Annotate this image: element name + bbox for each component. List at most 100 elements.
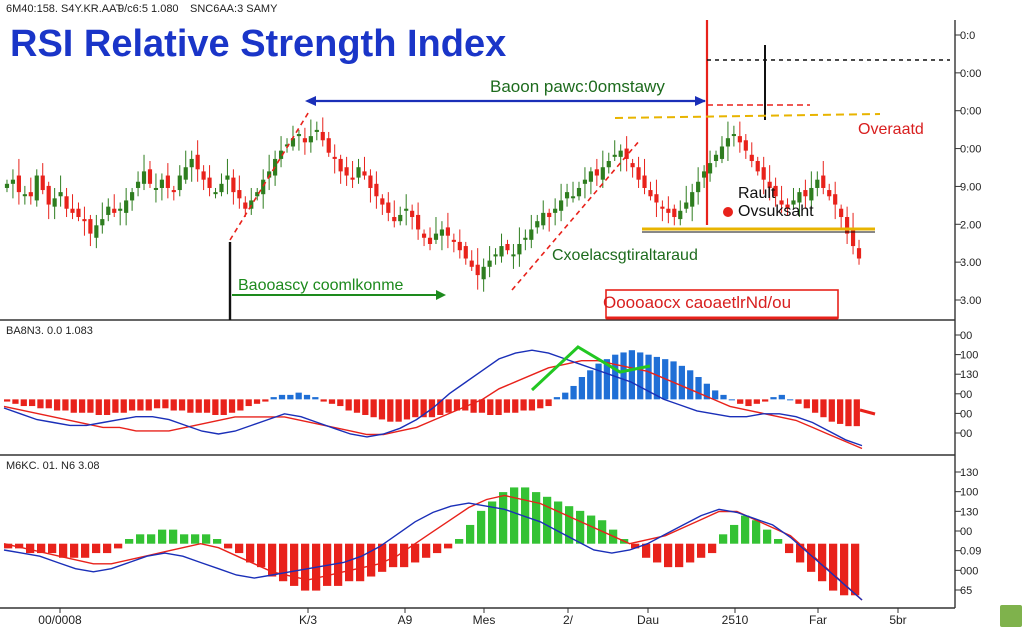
candle-body: [737, 136, 742, 143]
candle-body: [64, 196, 69, 209]
histogram-bar: [545, 399, 552, 407]
candle-body: [296, 134, 302, 137]
candle-body: [28, 192, 33, 197]
histogram-bar: [820, 399, 827, 418]
histogram-bar: [578, 377, 586, 400]
trend-dashed-left: [229, 109, 311, 241]
panel2-end-mark: [859, 408, 876, 416]
histogram-bar: [528, 399, 536, 411]
candle-body: [529, 229, 534, 240]
candle-body: [130, 192, 135, 201]
histogram-bar: [213, 539, 222, 544]
candle-body: [135, 181, 141, 188]
histogram-bar: [87, 399, 94, 413]
candle-body: [46, 185, 51, 205]
histogram-bar: [774, 539, 783, 544]
candle-body: [809, 187, 814, 201]
histogram-bar: [437, 399, 444, 415]
histogram-bar: [345, 399, 352, 411]
histogram-bar: [345, 543, 354, 582]
histogram-bar: [170, 399, 177, 411]
histogram-bar: [554, 501, 563, 544]
histogram-bar: [422, 543, 431, 558]
histogram-bar: [720, 394, 727, 400]
top-blue-arrowhead-left: [305, 96, 316, 106]
histogram-bar: [28, 399, 36, 407]
candle-body: [797, 192, 802, 203]
histogram-bar: [262, 399, 269, 402]
histogram-bar: [389, 543, 398, 568]
histogram-bar: [412, 399, 419, 418]
candle-body: [654, 194, 659, 203]
candle-body: [326, 138, 331, 153]
candle-body: [338, 158, 343, 172]
histogram-bar: [510, 487, 519, 544]
candle-body: [225, 175, 230, 180]
candle-body: [505, 243, 510, 251]
candle-body: [249, 200, 254, 209]
histogram-bar: [462, 399, 469, 411]
candle-body: [517, 243, 522, 255]
histogram-bar: [444, 543, 453, 549]
histogram-bar: [653, 356, 660, 400]
candle-body: [207, 177, 212, 188]
histogram-bar: [37, 543, 46, 554]
histogram-bar: [411, 543, 420, 563]
header-ticker: 6M40:158. S4Y.KR.AAT: [6, 3, 123, 15]
histogram-bar: [433, 543, 442, 554]
histogram-bar: [158, 529, 167, 544]
histogram-bar: [362, 399, 369, 415]
histogram-bar: [603, 359, 611, 400]
candle-body: [755, 161, 760, 172]
histogram-bar: [128, 399, 136, 411]
histogram-bar: [268, 543, 277, 577]
candle-body: [314, 129, 319, 132]
candle-body: [386, 202, 391, 213]
histogram-bar: [553, 397, 561, 400]
candle-body: [719, 146, 725, 159]
histogram-bar: [153, 399, 161, 409]
histogram-bar: [37, 399, 44, 409]
y-tick-label: 000: [960, 565, 978, 577]
candle-body: [374, 183, 379, 197]
candle-body: [535, 221, 540, 228]
x-tick-label: 5br: [889, 613, 906, 627]
histogram-bar: [4, 543, 13, 549]
histogram-bar: [278, 394, 286, 400]
candle-body: [398, 214, 403, 222]
candle-body: [380, 198, 385, 205]
candle-body: [707, 163, 713, 174]
x-tick-label: A9: [398, 613, 413, 627]
candle-body: [487, 260, 492, 267]
histogram-bar: [787, 399, 794, 401]
histogram-bar: [470, 399, 477, 413]
panel2-histogram: [3, 349, 863, 450]
histogram-bar: [631, 543, 640, 549]
panel3-label: M6KC. 01. N6 3.08: [6, 460, 100, 472]
histogram-bar: [378, 399, 386, 420]
candle-body: [4, 183, 10, 188]
histogram-bar: [328, 399, 336, 404]
candle-body: [332, 156, 337, 159]
candle-body: [153, 187, 159, 190]
candle-body: [118, 208, 123, 211]
candle-body: [344, 167, 349, 176]
histogram-bar: [178, 399, 186, 411]
candle-body: [684, 202, 689, 209]
histogram-bar: [145, 399, 152, 411]
candle-body: [636, 167, 641, 180]
overbought-label: Overaatd: [858, 121, 924, 138]
candle-body: [219, 183, 224, 193]
candle-body: [433, 233, 439, 240]
candle-body: [463, 246, 468, 259]
x-tick-label: 2510: [722, 613, 749, 627]
histogram-bar: [628, 350, 636, 400]
right-label-1: Rault: [738, 185, 776, 202]
x-tick-label: Mes: [473, 613, 496, 627]
macd-line: [3, 349, 863, 447]
histogram-bar: [708, 543, 717, 554]
histogram-bar: [595, 363, 602, 400]
candle-body: [147, 169, 153, 184]
histogram-bar: [62, 399, 69, 411]
candle-body: [201, 171, 206, 180]
